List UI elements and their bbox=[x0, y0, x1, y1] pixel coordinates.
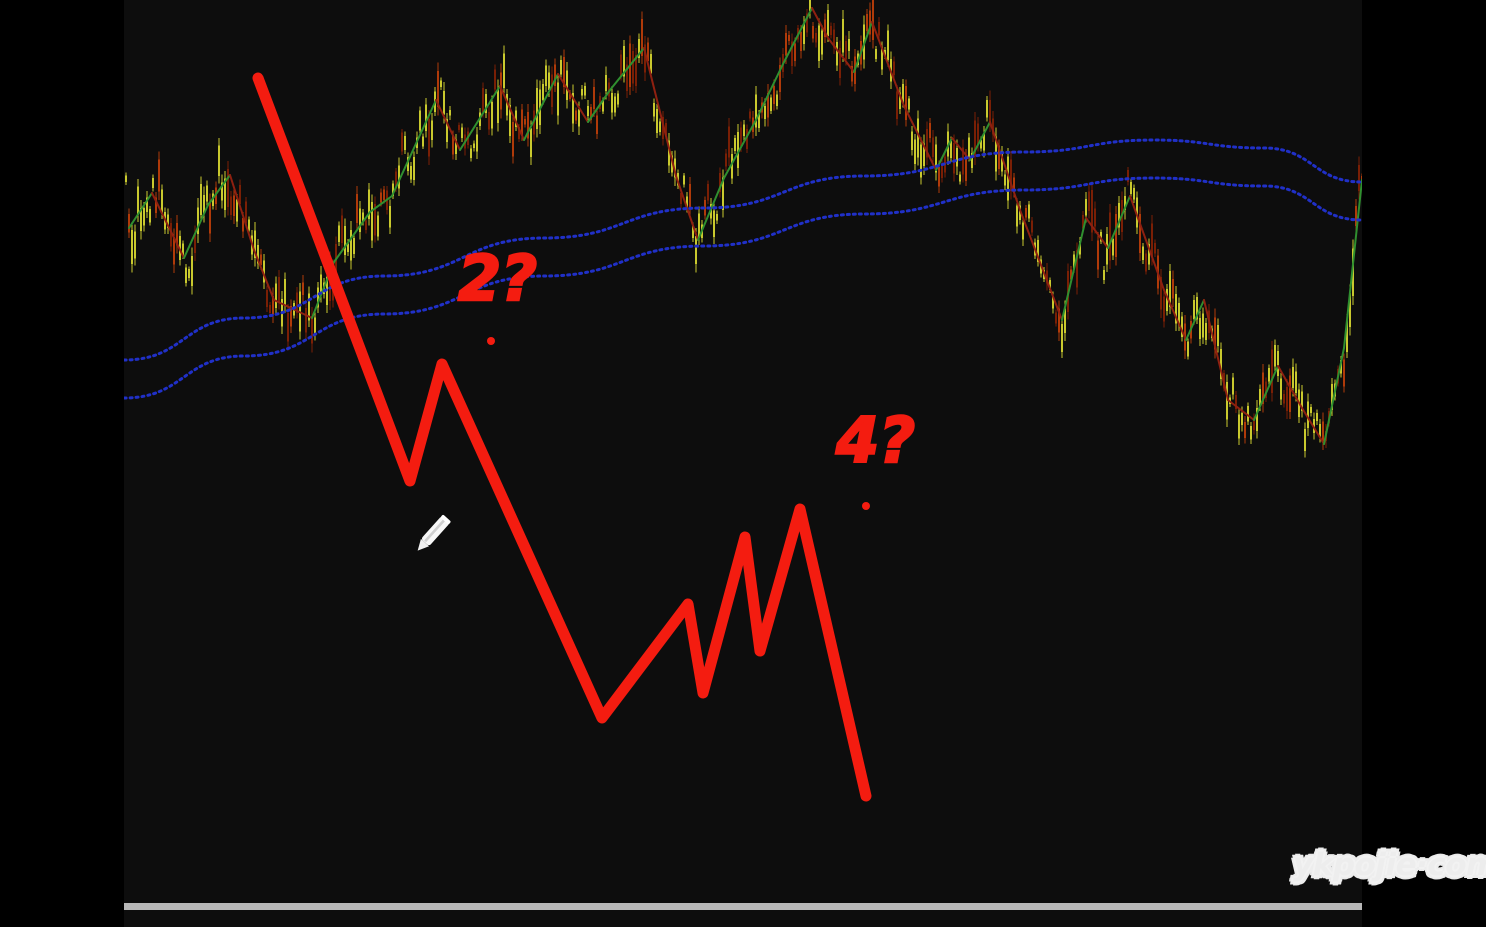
price-chart-graphics bbox=[124, 0, 1362, 458]
label-wave-2: 2? bbox=[458, 242, 537, 315]
dot-under-4 bbox=[862, 502, 870, 510]
label-wave-4: 4? bbox=[835, 404, 915, 477]
upper-band-line bbox=[124, 138, 1362, 362]
lower-band-line bbox=[124, 176, 1362, 400]
video-progress-bar[interactable] bbox=[124, 903, 1362, 910]
letterbox-bar-left bbox=[0, 0, 124, 927]
forecast-stroke-main bbox=[252, 72, 872, 802]
site-watermark: ykpojie·com bbox=[1293, 847, 1486, 883]
trading-chart-canvas[interactable]: 2? 4? bbox=[124, 0, 1362, 927]
letterbox-bar-right bbox=[1362, 0, 1486, 927]
dot-under-2 bbox=[487, 337, 495, 345]
video-progress-fill bbox=[124, 903, 1362, 910]
zigzag-indicator bbox=[128, 7, 1362, 445]
hand-drawn-annotation-layer: 2? 4? bbox=[252, 72, 916, 802]
